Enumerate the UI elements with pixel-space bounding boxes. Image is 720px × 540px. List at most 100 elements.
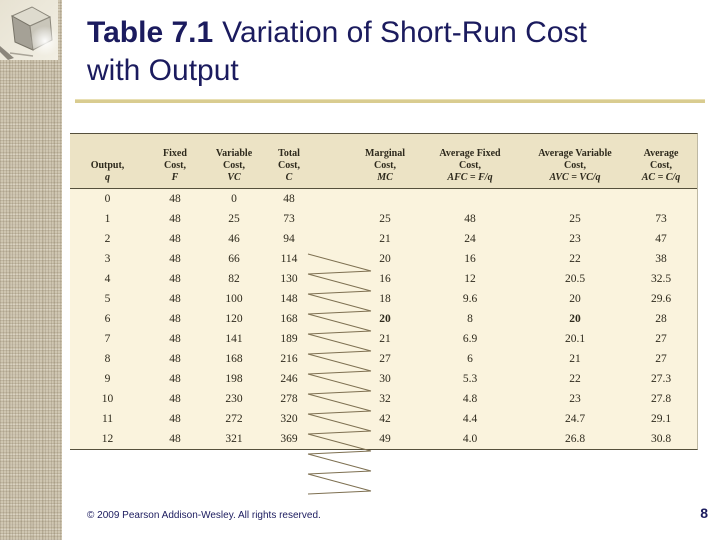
table-cell: 8 [104,353,111,365]
column-header-line: Cost, [164,160,186,171]
table-cell: 26.8 [564,433,586,445]
zigzag-line [307,370,372,375]
table-cell: 6 [104,313,111,325]
column-header: Variable Cost, VC [205,134,263,188]
column-header-line: Cost, [564,160,586,171]
table-row: 8 48 168 216 27 6 21 27 [70,349,697,369]
table-row: 11 48 272 320 42 4.4 24.7 29.1 [70,409,697,429]
marginal-cost-zigzag-lines [307,253,372,495]
table-cell: 272 [225,413,243,425]
column-header: Fixed Cost, F [145,134,205,188]
column-header: Output, q [70,134,145,188]
zigzag-line [307,373,372,392]
column-header-symbol: AFC = F/q [447,172,493,183]
title-table-number: Table 7.1 [87,16,214,49]
table-cell: 16 [379,273,391,285]
column-header-line: Average [643,148,679,159]
table-row: 1 48 25 73 25 48 25 73 [70,209,697,229]
table-cell: 12 [464,273,476,285]
column-header: Average Variable Cost, AVC = VC/q [525,134,625,188]
table-row: 12 48 321 369 49 4.0 26.8 30.8 [70,429,697,449]
table-cell: 11 [101,413,114,425]
table-cell: 4.8 [462,393,478,405]
table-cell: 27 [655,333,667,345]
table-cell: 48 [169,253,181,265]
zigzag-line [307,453,372,472]
table-cell: 48 [169,353,181,365]
column-header: Marginal Cost, MC [355,134,415,188]
table-cell: 32.5 [650,273,672,285]
table-cell: 48 [169,433,181,445]
title-text: Variation of Short-Run Cost with Output [87,16,587,87]
column-header-symbol: AC = C/q [641,172,681,183]
table-cell: 21 [569,353,581,365]
column-header: Total Cost, C [263,134,315,188]
column-header-line: Cost, [374,160,396,171]
table-cell: 216 [280,353,298,365]
table-cell: 21 [379,333,391,345]
column-header-symbol: VC [227,172,241,183]
table-cell: 66 [228,253,240,265]
table-header-row: Output, q Fixed Cost, F Variable Cost, VC Total C… [70,134,697,189]
cost-table: Output, q Fixed Cost, F Variable Cost, VC Total C… [70,133,698,495]
column-header-line: Cost, [650,160,672,171]
table-cell: 32 [379,393,391,405]
zigzag-line [307,273,372,292]
column-header-symbol: AVC = VC/q [549,172,601,183]
table-cell: 22 [569,253,581,265]
column-header-symbol: C [285,172,293,183]
zigzag-line [307,470,372,475]
table-cell: 2 [104,233,111,245]
table-cell: 48 [169,413,181,425]
table-cell: 48 [169,233,181,245]
column-header-line: Marginal [365,148,405,159]
table-cell: 42 [379,413,391,425]
table-cell: 20 [569,313,581,325]
table-cell: 20 [569,293,581,305]
table-cell: 30.8 [650,433,672,445]
table-cell: 3 [104,253,111,265]
zigzag-line [307,310,372,315]
table-row: 7 48 141 189 21 6.9 20.1 27 [70,329,697,349]
column-header-symbol: q [105,172,110,183]
table-row: 3 48 66 114 20 16 22 38 [70,249,697,269]
table-cell: 48 [169,333,181,345]
table-cell: 1 [104,213,111,225]
column-header-line: Output, [90,160,125,171]
table-row: 10 48 230 278 32 4.8 23 27.8 [70,389,697,409]
table-cell: 48 [169,293,181,305]
zigzag-line [307,473,372,492]
zigzag-line [307,390,372,395]
zigzag-line [307,270,372,275]
zigzag-line [307,413,372,432]
zigzag-line [307,290,372,295]
table-cell: 120 [225,313,243,325]
table-cell: 6.9 [462,333,478,345]
table-cell: 114 [280,253,298,265]
zigzag-line [307,490,372,495]
table-cell: 48 [169,373,181,385]
table-cell: 28 [655,313,667,325]
column-header-line: Average Variable [538,148,612,159]
cube-logo-icon [0,0,60,60]
table-cell: 16 [464,253,476,265]
table-cell: 48 [169,393,181,405]
table-cell: 9.6 [462,293,478,305]
table-cell: 94 [283,233,295,245]
footer-copyright: © 2009 Pearson Addison-Wesley. All right… [87,510,321,521]
table-cell: 21 [379,233,391,245]
table-cell: 246 [280,373,298,385]
table-cell: 38 [655,253,667,265]
column-header-line: Average Fixed [439,148,501,159]
table-cell: 10 [101,393,114,405]
table-cell: 48 [464,213,476,225]
table-cell: 7 [104,333,111,345]
table-cell: 20.5 [564,273,586,285]
table-cell: 148 [280,293,298,305]
table-cell: 4 [104,273,111,285]
column-header-symbol: F [171,172,179,183]
table-cell: 23 [569,393,581,405]
table-row: 2 48 46 94 21 24 23 47 [70,229,697,249]
table-cell: 189 [280,333,298,345]
